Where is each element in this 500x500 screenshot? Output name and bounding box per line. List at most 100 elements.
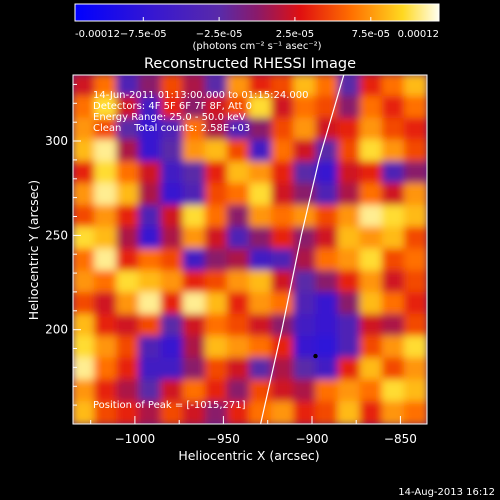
heatmap-cell [116, 95, 141, 120]
heatmap-cell [359, 139, 384, 164]
heatmap-cell [293, 357, 318, 382]
heatmap-cell [337, 226, 362, 251]
heatmap-cell [359, 117, 384, 142]
heatmap-cell [337, 117, 362, 142]
heatmap-cell [315, 248, 340, 273]
heatmap-cell [226, 401, 252, 424]
x-axis-label: Heliocentric X (arcsec) [178, 448, 319, 463]
heatmap-cell [116, 75, 141, 98]
heatmap-cell [337, 161, 362, 186]
heatmap-cell [359, 226, 384, 251]
heatmap-cell [160, 335, 185, 360]
heatmap-cell [271, 335, 296, 360]
colorbar-tick-label: 2.5e-05 [276, 29, 314, 40]
heatmap-cell [403, 117, 427, 142]
heatmap-cell [359, 379, 384, 404]
heatmap-cell [359, 357, 384, 382]
heatmap-cell [359, 335, 384, 360]
heatmap-cell [204, 183, 229, 207]
heatmap-cell [73, 270, 97, 295]
heatmap-cell [73, 335, 97, 360]
heatmap-cell [359, 270, 384, 295]
heatmap-cell [116, 117, 141, 142]
heatmap-cell [226, 357, 252, 382]
heatmap-cell [249, 248, 274, 273]
heatmap-cell [403, 335, 427, 360]
heatmap-cell [94, 313, 119, 338]
colorbar-tick-label: 7.5e-05 [352, 29, 390, 40]
heatmap-cell [138, 357, 163, 382]
x-tick-label: −900 [296, 432, 329, 446]
heatmap-cell [381, 204, 406, 229]
heatmap-cell [94, 75, 119, 98]
heatmap-cell [381, 313, 406, 338]
heatmap-cell [226, 75, 252, 98]
heatmap-cell [337, 270, 362, 295]
heatmap-cell [204, 357, 229, 382]
heatmap-cell [73, 379, 97, 404]
heatmap-cell [249, 270, 274, 295]
heatmap-cell [204, 292, 229, 316]
heatmap-cell [249, 226, 274, 251]
heatmap-cell [204, 248, 229, 273]
heatmap-cell [182, 183, 207, 207]
heatmap-cell [94, 270, 119, 295]
heatmap-cell [381, 161, 406, 186]
heatmap-cell [293, 401, 318, 424]
heatmap-cell [138, 161, 163, 186]
heatmap-cell [226, 183, 252, 207]
heatmap-cell [160, 75, 185, 98]
heatmap-cell [271, 95, 296, 120]
heatmap-cell [381, 226, 406, 251]
heatmap-cell [94, 204, 119, 229]
heatmap-cell [73, 183, 97, 207]
heatmap-cell [403, 75, 427, 98]
heatmap-cell [403, 292, 427, 316]
heatmap-cell [160, 379, 185, 404]
heatmap-cell [204, 75, 229, 98]
colorbar: -0.00012 −7.5e-05 −2.5e-05 2.5e-05 7.5e-05 0.… [74, 3, 440, 52]
heatmap-cell [226, 95, 252, 120]
heatmap-cell [315, 313, 340, 338]
heatmap-cell [94, 95, 119, 120]
heatmap-cell [315, 379, 340, 404]
heatmap-cell [204, 161, 229, 186]
heatmap-cell [249, 292, 274, 316]
heatmap-cell [94, 183, 119, 207]
heatmap-cell [271, 379, 296, 404]
heatmap-cell [182, 270, 207, 295]
heatmap-cell [315, 161, 340, 186]
heatmap-cell [204, 379, 229, 404]
heatmap-cell [381, 95, 406, 120]
heatmap-cell [160, 139, 185, 164]
heatmap-cell [403, 379, 427, 404]
heatmap-cell [182, 204, 207, 229]
heatmap-cell [381, 292, 406, 316]
heatmap-cell [271, 117, 296, 142]
heatmap-cell [160, 204, 185, 229]
y-axis-label: Heliocentric Y (arcsec) [26, 180, 41, 320]
heatmap-cell [182, 401, 207, 424]
heatmap-cell [249, 139, 274, 164]
heatmap-cell [381, 270, 406, 295]
heatmap-cell [315, 95, 340, 120]
heatmap-cell [116, 335, 141, 360]
heatmap-cell [315, 270, 340, 295]
heatmap-cell [116, 292, 141, 316]
heatmap-cell [138, 379, 163, 404]
heatmap-cell [73, 357, 97, 382]
heatmap-cell [204, 335, 229, 360]
heatmap-cell [138, 335, 163, 360]
heatmap-cell [293, 75, 318, 98]
heatmap-cell [73, 226, 97, 251]
colorbar-tick-label: 0.00012 [398, 29, 439, 40]
heatmap-cell [337, 401, 362, 424]
heatmap-cell [94, 248, 119, 273]
heatmap-cell [204, 139, 229, 164]
heatmap-cell [337, 248, 362, 273]
heatmap-cell [337, 75, 362, 98]
heatmap-cell [94, 139, 119, 164]
heatmap-cell [182, 226, 207, 251]
heatmap-cell [138, 248, 163, 273]
heatmap-cell [293, 379, 318, 404]
